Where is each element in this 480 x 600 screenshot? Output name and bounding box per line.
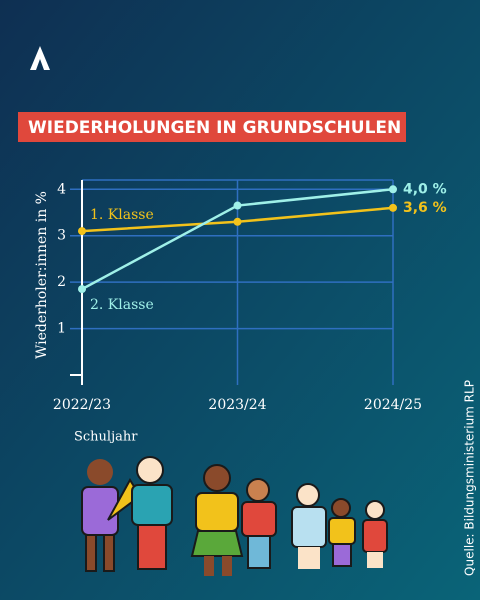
data-point	[233, 201, 242, 210]
illustration	[81, 456, 388, 576]
data-point	[233, 217, 242, 226]
series-label: 1. Klasse	[90, 207, 154, 223]
y-tick-label: 2	[57, 274, 66, 290]
x-tick-label: 2024/25	[364, 397, 422, 413]
y-tick-label: 3	[57, 228, 66, 244]
x-tick-label: 2023/24	[208, 397, 266, 413]
y-tick-label: 4	[57, 181, 66, 197]
data-point	[389, 185, 397, 194]
y-tick-label: 1	[57, 321, 66, 337]
chart-title: WIEDERHOLUNGEN IN GRUNDSCHULEN	[28, 118, 401, 138]
value-label: 4,0 %	[403, 181, 447, 197]
plot: 1 2 3 4 2022/23 2023/24 2024/25 3,6 % 1. Klasse 4…	[53, 179, 447, 413]
data-point	[78, 285, 86, 294]
series-label: 2. Klasse	[90, 297, 154, 313]
value-label: 3,6 %	[403, 200, 447, 216]
title-box	[18, 112, 406, 142]
data-point	[78, 227, 86, 236]
logo	[30, 46, 50, 70]
data-point	[389, 203, 397, 212]
y-axis-label: Wiederholer:innen in %	[34, 191, 50, 359]
x-tick-label: 2022/23	[53, 397, 111, 413]
x-axis-label: Schuljahr	[74, 430, 138, 445]
source: Quelle: Bildungsministerium RLP	[463, 380, 477, 576]
